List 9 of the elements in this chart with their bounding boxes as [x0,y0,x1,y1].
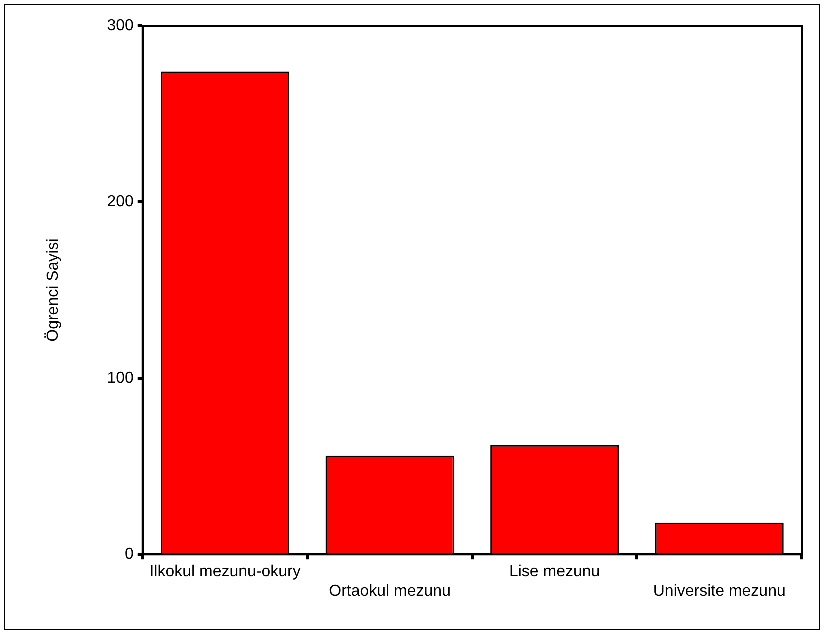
y-axis-title: Ögrenci Sayisi [44,238,62,342]
x-tick-label: Lise mezunu [509,564,600,581]
y-tick-label: 100 [107,370,134,387]
y-tick-label: 200 [107,194,134,211]
x-tick-label: Universite mezunu [653,582,786,600]
x-tick-label: Ilkokul mezunu-okury [150,564,301,581]
y-tick-label: 0 [124,546,134,564]
x-tick-label: Ortaokul mezunu [329,582,451,600]
y-tick-label: 300 [107,17,134,34]
